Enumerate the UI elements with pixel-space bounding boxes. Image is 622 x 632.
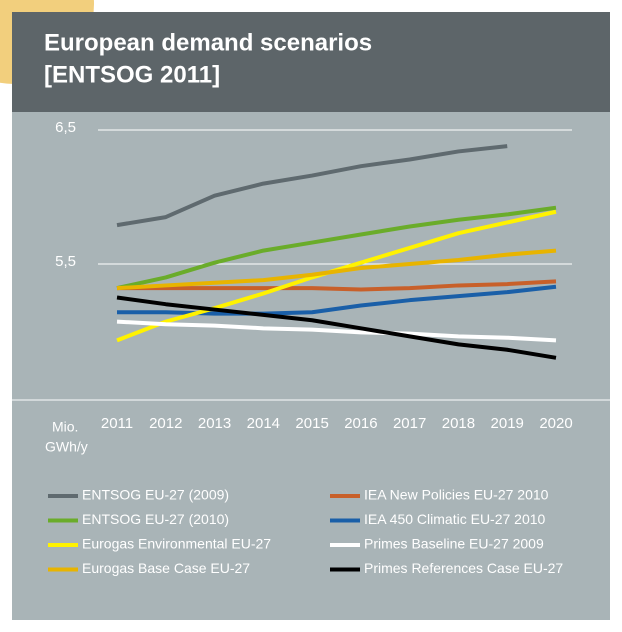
x-tick-label: 2013 — [198, 415, 231, 432]
x-tick-label: 2015 — [295, 415, 328, 432]
header — [12, 12, 610, 112]
legend-label: Primes Baseline EU-27 2009 — [364, 536, 544, 552]
series-line — [116, 319, 557, 343]
x-tick-label: 2018 — [442, 415, 475, 432]
legend-label: ENTSOG EU-27 (2010) — [82, 511, 229, 527]
x-tick-label: 2014 — [247, 415, 280, 432]
chart-title: European demand scenarios — [44, 29, 372, 56]
series-line — [116, 295, 557, 360]
legend-label: ENTSOG EU-27 (2009) — [82, 487, 229, 503]
y-tick-label: 5,5 — [55, 253, 76, 270]
series-line — [116, 205, 557, 291]
legend-label: Primes References Case EU-27 — [364, 560, 563, 576]
series-line — [117, 279, 557, 292]
x-tick-label: 2016 — [344, 415, 377, 432]
legend-label: Eurogas Base Case EU-27 — [82, 560, 250, 576]
y-axis-label: GWh/y — [45, 439, 88, 455]
chart-title: [ENTSOG 2011] — [44, 61, 220, 88]
series-line — [116, 248, 557, 291]
x-tick-label: 2011 — [101, 415, 133, 432]
series-line — [116, 144, 508, 228]
x-tick-label: 2020 — [539, 415, 572, 432]
y-tick-label: 6,5 — [55, 119, 76, 136]
legend-label: IEA New Policies EU-27 2010 — [364, 487, 549, 503]
y-axis-label: Mio. — [52, 419, 78, 435]
x-tick-label: 2012 — [149, 415, 182, 432]
x-tick-label: 2019 — [491, 415, 524, 432]
legend-label: IEA 450 Climatic EU-27 2010 — [364, 511, 546, 527]
legend-label: Eurogas Environmental EU-27 — [82, 536, 271, 552]
x-tick-label: 2017 — [393, 415, 426, 432]
panel — [12, 12, 610, 620]
